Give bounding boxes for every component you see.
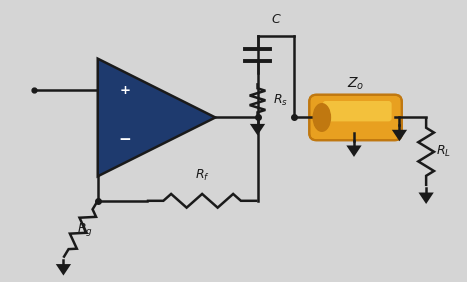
Polygon shape (347, 146, 361, 157)
FancyBboxPatch shape (309, 95, 402, 140)
Polygon shape (250, 124, 265, 135)
Ellipse shape (313, 104, 331, 131)
Text: $R_g$: $R_g$ (77, 221, 93, 238)
FancyBboxPatch shape (323, 101, 392, 121)
Text: $R_f$: $R_f$ (195, 168, 210, 183)
Text: −: − (119, 131, 132, 147)
Text: C: C (271, 13, 280, 26)
Text: $Z_o$: $Z_o$ (347, 76, 364, 92)
Text: +: + (120, 83, 131, 96)
Text: $R_s$: $R_s$ (273, 93, 288, 108)
Polygon shape (392, 130, 407, 141)
Polygon shape (98, 59, 215, 176)
FancyBboxPatch shape (316, 97, 399, 138)
Polygon shape (418, 193, 434, 204)
Polygon shape (56, 264, 71, 276)
Text: $R_L$: $R_L$ (436, 144, 451, 159)
